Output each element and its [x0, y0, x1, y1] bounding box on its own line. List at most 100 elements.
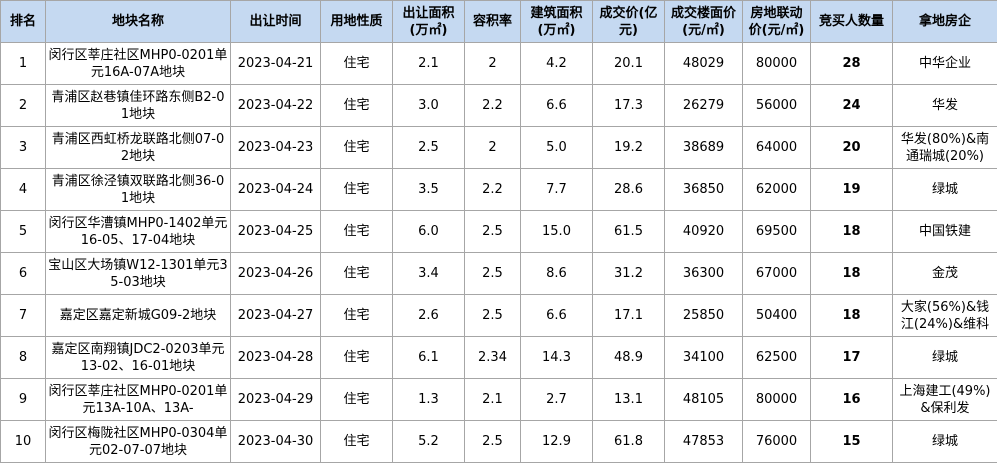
cell-text: 闵行区华漕镇MHP0-1402单元16-05、17-04地块 — [48, 215, 228, 248]
header-cell: 容积率 — [464, 0, 521, 43]
table-cell: 38689 — [664, 126, 743, 169]
table-cell: 住宅 — [320, 126, 393, 169]
cell-text: 2023-04-21 — [237, 56, 314, 71]
table-cell: 8 — [0, 336, 46, 379]
cell-text: 住宅 — [343, 350, 370, 365]
header-cell: 成交楼面价(元/㎡) — [664, 0, 743, 43]
cell-text: 6.6 — [546, 308, 567, 323]
cell-text: 2023-04-22 — [237, 98, 314, 113]
header-cell: 用地性质 — [320, 0, 393, 43]
header-text: 出让面积(万㎡) — [402, 5, 455, 38]
table-cell: 17.1 — [592, 294, 665, 337]
table-body: 1 闵行区莘庄社区MHP0-0201单元16A-07A地块 2023-04-21 住宅… — [0, 42, 997, 463]
table-cell: 住宅 — [320, 210, 393, 253]
table-cell: 80000 — [742, 42, 811, 85]
cell-text: 20 — [842, 140, 861, 155]
table-cell: 2023-04-24 — [230, 168, 321, 211]
cell-text: 住宅 — [343, 266, 370, 281]
table-row: 2 青浦区赵巷镇佳环路东侧B2-01地块 2023-04-22 住宅 3.0 2.2 6.6… — [0, 84, 997, 127]
cell-text: 大家(56%)&钱江(24%)&维科 — [900, 299, 990, 332]
cell-text: 2.7 — [546, 392, 567, 407]
header-cell: 房地联动价(元/㎡) — [742, 0, 811, 43]
table-cell: 住宅 — [320, 168, 393, 211]
cell-text: 61.8 — [614, 434, 643, 449]
cell-text: 15.0 — [542, 224, 571, 239]
cell-text: 2.34 — [478, 350, 507, 365]
table-cell: 上海建工(49%)&保利发 — [892, 378, 997, 421]
table-cell: 6.0 — [392, 210, 465, 253]
cell-text: 8.6 — [546, 266, 567, 281]
table-cell: 2.5 — [392, 126, 465, 169]
table-cell: 7 — [0, 294, 46, 337]
table-cell: 24 — [810, 84, 893, 127]
table-cell: 2.6 — [392, 294, 465, 337]
table-cell: 19 — [810, 168, 893, 211]
cell-text: 9 — [18, 392, 28, 407]
table-cell: 19.2 — [592, 126, 665, 169]
cell-text: 6 — [18, 266, 28, 281]
table-cell: 2023-04-21 — [230, 42, 321, 85]
table-cell: 48029 — [664, 42, 743, 85]
table-cell: 闵行区梅陇社区MHP0-0304单元02-07-07地块 — [45, 420, 231, 463]
table-cell: 2023-04-28 — [230, 336, 321, 379]
cell-text: 19.2 — [614, 140, 643, 155]
table-cell: 2.2 — [464, 168, 521, 211]
header-cell: 出让面积(万㎡) — [392, 0, 465, 43]
table-cell: 6.6 — [520, 84, 593, 127]
table-row: 8 嘉定区南翔镇JDC2-0203单元13-02、16-01地块 2023-04-2… — [0, 336, 997, 379]
cell-text: 中国铁建 — [918, 224, 971, 239]
cell-text: 40920 — [682, 224, 725, 239]
table-cell: 18 — [810, 252, 893, 295]
table-cell: 金茂 — [892, 252, 997, 295]
table-cell: 2023-04-22 — [230, 84, 321, 127]
cell-text: 绿城 — [931, 350, 958, 365]
table-cell: 2023-04-23 — [230, 126, 321, 169]
table-cell: 2023-04-27 — [230, 294, 321, 337]
table-cell: 绿城 — [892, 336, 997, 379]
header-cell: 排名 — [0, 0, 46, 43]
cell-text: 25850 — [682, 308, 725, 323]
cell-text: 住宅 — [343, 224, 370, 239]
table-cell: 3.4 — [392, 252, 465, 295]
table-cell: 6.1 — [392, 336, 465, 379]
cell-text: 2.2 — [482, 98, 503, 113]
table-cell: 10 — [0, 420, 46, 463]
cell-text: 76000 — [755, 434, 798, 449]
table-cell: 5.0 — [520, 126, 593, 169]
cell-text: 69500 — [755, 224, 798, 239]
table-cell: 80000 — [742, 378, 811, 421]
table-cell: 中国铁建 — [892, 210, 997, 253]
cell-text: 36850 — [682, 182, 725, 197]
table-cell: 4 — [0, 168, 46, 211]
table-cell: 36850 — [664, 168, 743, 211]
cell-text: 28.6 — [614, 182, 643, 197]
cell-text: 18 — [842, 308, 861, 323]
header-text: 地块名称 — [111, 14, 164, 29]
table-cell: 住宅 — [320, 336, 393, 379]
table-cell: 2.34 — [464, 336, 521, 379]
table-cell: 14.3 — [520, 336, 593, 379]
cell-text: 宝山区大场镇W12-1301单元35-03地块 — [48, 257, 228, 290]
table-cell: 绿城 — [892, 420, 997, 463]
cell-text: 14.3 — [542, 350, 571, 365]
cell-text: 绿城 — [931, 434, 958, 449]
table-cell: 住宅 — [320, 420, 393, 463]
cell-text: 嘉定区嘉定新城G09-2地块 — [59, 308, 217, 323]
table-cell: 5 — [0, 210, 46, 253]
table-cell: 20 — [810, 126, 893, 169]
header-text: 成交楼面价(元/㎡) — [670, 5, 736, 38]
table-cell: 9 — [0, 378, 46, 421]
cell-text: 青浦区徐泾镇双联路北侧36-01地块 — [51, 173, 225, 206]
cell-text: 绿城 — [931, 182, 958, 197]
header-text: 竞买人数量 — [818, 14, 884, 29]
cell-text: 3.0 — [418, 98, 439, 113]
table-cell: 34100 — [664, 336, 743, 379]
header-text: 房地联动价(元/㎡) — [748, 5, 805, 38]
table-cell: 6.6 — [520, 294, 593, 337]
table-cell: 闵行区莘庄社区MHP0-0201单元16A-07A地块 — [45, 42, 231, 85]
table-cell: 62500 — [742, 336, 811, 379]
cell-text: 24 — [842, 98, 861, 113]
cell-text: 2023-04-26 — [237, 266, 314, 281]
cell-text: 18 — [842, 266, 861, 281]
